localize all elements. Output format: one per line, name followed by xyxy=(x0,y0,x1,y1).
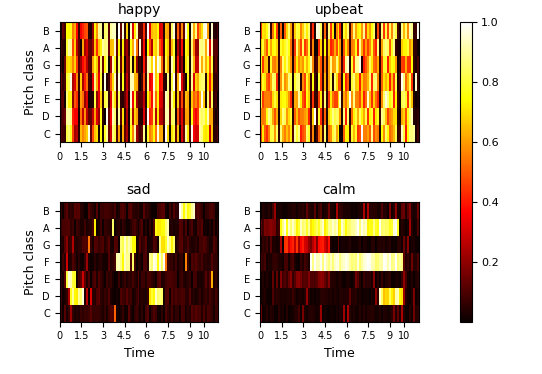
Title: calm: calm xyxy=(322,183,356,197)
Y-axis label: Pitch class: Pitch class xyxy=(24,49,37,115)
Title: sad: sad xyxy=(127,183,151,197)
Y-axis label: Pitch class: Pitch class xyxy=(24,229,37,295)
X-axis label: Time: Time xyxy=(324,347,355,360)
X-axis label: Time: Time xyxy=(124,347,154,360)
Title: happy: happy xyxy=(117,3,160,17)
Title: upbeat: upbeat xyxy=(315,3,364,17)
